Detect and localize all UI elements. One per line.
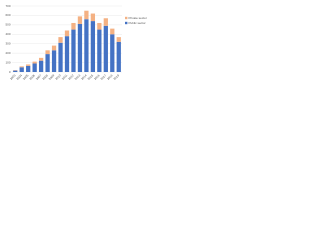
x-tick-label: 2010 (54, 73, 62, 80)
bar-segment (103, 25, 108, 72)
bar-segment (77, 16, 83, 24)
bar-segment (32, 61, 37, 64)
y-tick-label: 700 (5, 4, 10, 8)
bar-segment (38, 57, 44, 61)
bar-segment (64, 36, 70, 72)
bar-segment (110, 28, 115, 35)
x-tick-label: 2007 (35, 73, 43, 80)
bar-segment (64, 30, 70, 37)
bar-segment (26, 65, 31, 72)
x-tick-label: 2018 (106, 73, 114, 80)
bar-segment (19, 67, 24, 72)
bar-segment (71, 22, 76, 30)
y-tick-label: 600 (5, 13, 10, 17)
x-tick-label: 2017 (100, 73, 108, 80)
bar-segment (84, 19, 89, 72)
bar-segment (110, 34, 115, 72)
bar-segment (90, 13, 96, 22)
bar-segment (116, 41, 121, 72)
x-tick-label: 2009 (48, 73, 56, 80)
bar-segment (51, 45, 57, 51)
x-tick-label: 2005 (22, 73, 30, 80)
legend-swatch (125, 16, 128, 20)
y-tick-label: 200 (5, 51, 10, 55)
y-tick-label: 500 (5, 23, 10, 27)
bar-segment (58, 37, 63, 43)
bar-segment (32, 63, 37, 72)
x-tick-label: 2019 (112, 73, 120, 80)
legend-swatch (125, 21, 128, 25)
bar-segment (26, 64, 31, 66)
y-tick-label: 400 (5, 32, 10, 36)
legend-label: Public sector (129, 21, 146, 25)
bar-segment (97, 29, 102, 73)
bar-segment (103, 18, 108, 26)
x-tick-label: 2003 (9, 73, 17, 80)
bar-segment (77, 23, 83, 73)
bar-segment (45, 54, 50, 72)
bar-segment (45, 50, 50, 55)
bar-segment (13, 70, 18, 72)
bar-segment (19, 66, 24, 68)
x-tick-label: 2016 (93, 73, 101, 80)
bar-segment (51, 50, 57, 72)
bar-segment (71, 29, 76, 73)
bar-segment (58, 42, 63, 72)
bar-segment (116, 37, 121, 42)
y-tick-label: 300 (5, 42, 10, 46)
x-tick-label: 2014 (80, 73, 88, 80)
chart: 0100200300400500600700200320042005200620… (5, 4, 147, 80)
x-tick-label: 2008 (41, 73, 49, 80)
x-tick-label: 2012 (67, 73, 75, 80)
x-tick-label: 2013 (74, 73, 82, 80)
y-tick-label: 100 (5, 60, 10, 64)
x-tick-label: 2015 (87, 73, 95, 80)
y-tick-label: 0 (9, 70, 11, 74)
bar-segment (38, 60, 44, 72)
x-tick-label: 2006 (28, 73, 36, 80)
bar-segment (84, 10, 89, 20)
legend-label: Private sector (129, 16, 147, 20)
bar-segment (90, 21, 96, 72)
x-tick-label: 2011 (61, 73, 69, 80)
bar-segment (97, 22, 102, 30)
x-tick-label: 2004 (15, 73, 23, 80)
